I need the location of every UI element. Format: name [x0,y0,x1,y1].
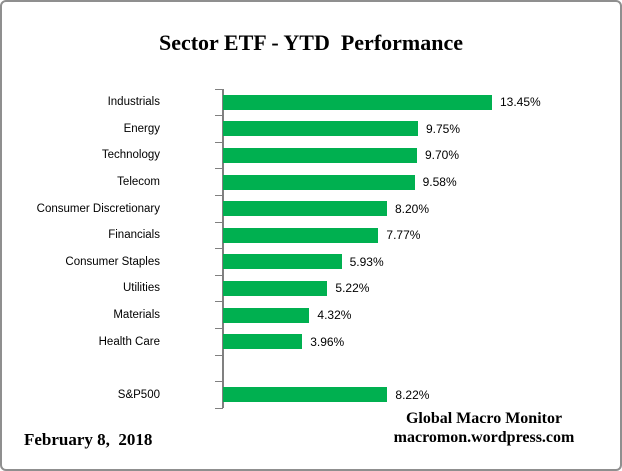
bar [223,334,303,350]
category-label: Industrials [107,96,160,109]
spacer-row [2,355,620,382]
value-label: 8.22% [395,387,430,402]
bar-row: S&P500 8.22% [2,382,620,409]
bar-row: Consumer Staples 5.93% [2,249,620,276]
category-label: Energy [123,122,160,135]
value-label: 9.75% [426,121,461,136]
bar-row: Technology 9.70% [2,142,620,169]
bar-row: Materials 4.32% [2,302,620,329]
bar [223,94,492,110]
category-label: S&P500 [117,388,160,401]
bar-cell: 4.32% [223,302,620,329]
axis-tick-mark [215,248,223,250]
bar-row: Health Care 3.96% [2,328,620,355]
bar [223,254,342,270]
axis-tick-mark [215,407,223,409]
value-label: 3.96% [310,334,345,349]
value-label: 7.77% [386,228,421,243]
axis-tick-mark [215,221,223,223]
bar [223,387,388,403]
bar-cell: 5.22% [223,275,620,302]
bar-row: Utilities 5.22% [2,275,620,302]
bar-row: Consumer Discretionary 8.20% [2,195,620,222]
bar [223,174,415,190]
value-label: 13.45% [500,95,541,110]
value-label: 5.93% [349,254,384,269]
chart-title: Sector ETF - YTD Performance [158,30,464,55]
category-axis-line [222,89,224,409]
source-credit: Global Macro Monitor macromon.wordpress.… [372,409,596,447]
bar-row: Telecom 9.58% [2,169,620,196]
category-label: Financials [108,229,160,242]
bar [223,227,379,243]
category-label: Telecom [117,176,160,189]
bar-row: Energy 9.75% [2,116,620,143]
axis-tick-mark [215,274,223,276]
axis-tick-mark [215,141,223,143]
bar-cell: 9.58% [223,169,620,196]
bar-cell: 8.20% [223,195,620,222]
axis-tick-mark [215,194,223,196]
bar-row: Financials 7.77% [2,222,620,249]
category-label: Health Care [98,335,160,348]
value-label: 9.58% [422,175,457,190]
bar [223,280,328,296]
category-label: Materials [113,309,160,322]
value-label: 9.70% [425,148,460,163]
bar [223,121,418,137]
bar-cell: 13.45% [223,89,620,116]
category-label: Consumer Staples [65,255,160,268]
bar-cell [223,355,620,382]
plot-area: Industrials 13.45% Energy 9.75% Technology 9.… [2,89,620,409]
value-label: 8.20% [395,201,430,216]
axis-tick-mark [215,354,223,356]
axis-tick-mark [215,168,223,170]
category-label: Utilities [122,282,160,295]
axis-tick-mark [215,301,223,303]
source-name: Global Macro Monitor [405,410,563,427]
bar [223,201,387,217]
bar [223,147,417,163]
bar-cell: 3.96% [223,328,620,355]
bar-cell: 7.77% [223,222,620,249]
category-label: Technology [101,149,160,162]
bar-cell: 9.70% [223,142,620,169]
category-label: Consumer Discretionary [36,202,160,215]
source-url: macromon.wordpress.com [393,429,575,446]
bar-cell: 5.93% [223,249,620,276]
axis-tick-mark [215,115,223,117]
value-label: 4.32% [317,308,352,323]
axis-tick-mark [215,327,223,329]
value-label: 5.22% [335,281,370,296]
date-label: February 8, 2018 [24,430,153,449]
axis-tick-mark [215,381,223,383]
bar-cell: 8.22% [223,382,620,409]
bar-row: Industrials 13.45% [2,89,620,116]
bar [223,307,310,323]
bar-cell: 9.75% [223,116,620,143]
axis-tick-mark [215,89,223,90]
